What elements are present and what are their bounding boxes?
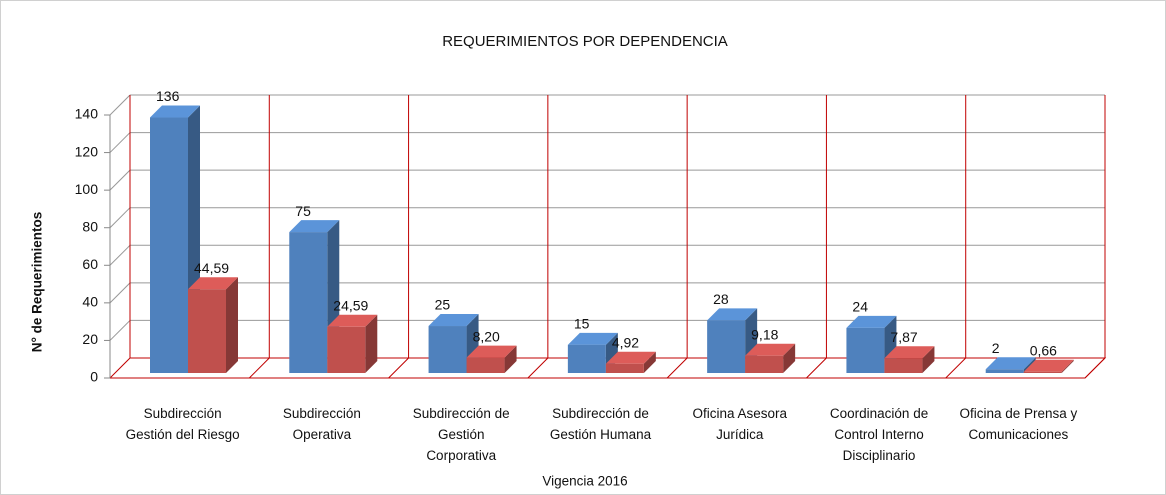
- data-label: 28: [713, 291, 729, 307]
- bar-side: [365, 314, 378, 373]
- x-tick-label: Subdirección de Gestión Humana: [549, 406, 652, 442]
- data-label: 44,59: [194, 260, 229, 276]
- bar: [188, 289, 226, 373]
- y-tick-label: 20: [82, 331, 98, 347]
- y-tick-label: 80: [82, 218, 98, 234]
- bar: [567, 344, 606, 373]
- bar-side: [504, 345, 517, 373]
- data-label: 24: [852, 299, 868, 315]
- bar-top: [707, 308, 758, 321]
- bar-top: [745, 343, 796, 356]
- data-label: 0,66: [1030, 342, 1057, 358]
- y-tick-label: 100: [75, 181, 99, 197]
- floor-divider: [666, 357, 688, 379]
- bar-side: [783, 343, 796, 373]
- bar-top: [428, 314, 479, 327]
- x-tick-label: Subdirección de Gestión Corporativa: [412, 406, 510, 463]
- y-axis-label: N° de Requerimientos: [30, 212, 45, 352]
- y-tick-label: 120: [75, 143, 99, 159]
- x-tick-label: Oficina de Prensa y Comunicaciones: [959, 406, 1078, 442]
- bar-top: [846, 315, 897, 328]
- bar: [150, 117, 188, 373]
- bar: [985, 369, 1024, 373]
- data-label: 15: [574, 316, 590, 332]
- bar-top: [567, 332, 618, 345]
- bar-side: [1061, 359, 1074, 373]
- x-tick-label: Oficina Asesora Jurídica: [692, 406, 788, 442]
- bar: [846, 327, 885, 373]
- y-tick-label: 60: [82, 256, 98, 272]
- bar: [327, 326, 366, 373]
- data-label: 75: [295, 203, 311, 219]
- data-label: 8,20: [473, 328, 500, 344]
- y-tick-label: 40: [82, 294, 98, 310]
- bar: [289, 232, 328, 373]
- grid-line: [109, 207, 131, 229]
- y-tick-label: 140: [75, 106, 99, 122]
- bar-top: [466, 345, 517, 358]
- data-label: 7,87: [890, 329, 917, 345]
- bar-top: [884, 346, 935, 359]
- grid-line: [109, 320, 131, 341]
- bar: [707, 320, 746, 373]
- data-label: 2: [992, 340, 1000, 356]
- x-tick-label: Subdirección Gestión del Riesgo: [125, 406, 240, 442]
- bar-top: [985, 357, 1036, 370]
- x-tick-label: Coordinación de Control Interno Discipli…: [829, 406, 929, 463]
- bar-top: [1023, 359, 1074, 372]
- x-tick-label: Subdirección Operativa: [282, 406, 361, 442]
- data-label: 25: [435, 297, 451, 313]
- bar-side: [643, 351, 656, 373]
- floor-divider: [945, 357, 967, 379]
- bar-side: [226, 277, 238, 373]
- grid-line: [109, 282, 131, 304]
- floor-divider: [806, 357, 827, 379]
- bar: [745, 355, 784, 373]
- bar-top: [605, 351, 656, 364]
- bar: [428, 326, 467, 373]
- grid-line: [109, 94, 131, 116]
- floor-divider: [527, 357, 549, 379]
- grid-line: [109, 244, 131, 266]
- data-label: 4,92: [612, 334, 639, 350]
- chart-title: REQUERIMIENTOS POR DEPENDENCIA: [442, 33, 728, 50]
- data-label: 24,59: [333, 298, 368, 314]
- data-label: 136: [156, 88, 180, 104]
- bar-top: [188, 277, 238, 290]
- x-axis-label: Vigencia 2016: [542, 474, 627, 489]
- floor-divider: [388, 357, 409, 379]
- floor-divider: [248, 357, 270, 379]
- bar-top: [327, 314, 378, 327]
- bar-side: [922, 346, 935, 373]
- bar-top: [150, 105, 200, 118]
- y-tick-label: 0: [90, 369, 98, 385]
- grid-line: [109, 132, 131, 153]
- floor-divider: [1084, 357, 1106, 379]
- bar: [466, 357, 505, 373]
- bar: [884, 358, 923, 373]
- data-label: 9,18: [751, 326, 778, 342]
- bar: [605, 363, 644, 373]
- bar: [1023, 371, 1062, 373]
- grid-line: [109, 169, 131, 191]
- bar-top: [289, 220, 340, 233]
